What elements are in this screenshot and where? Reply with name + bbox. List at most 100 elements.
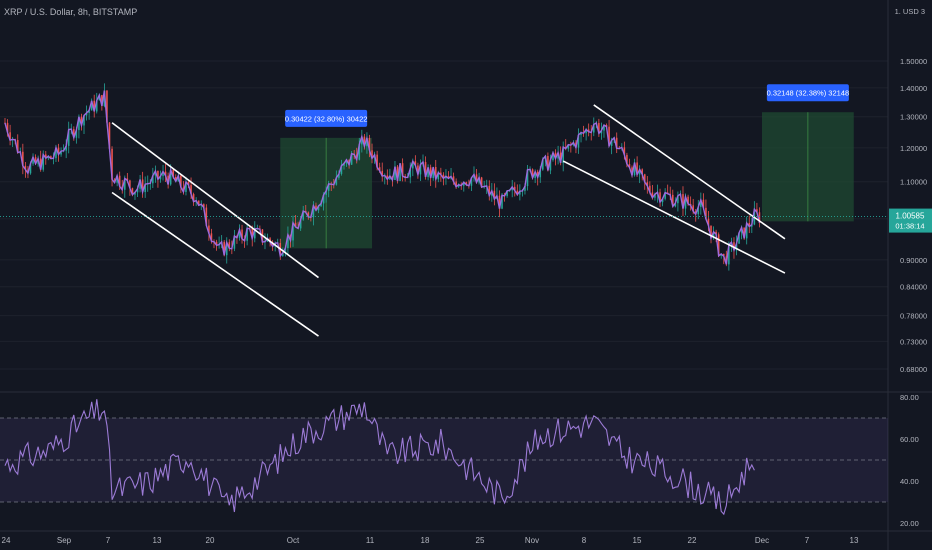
candle-body: [116, 175, 118, 183]
candle-body: [552, 152, 554, 161]
candle-body: [751, 224, 753, 227]
candle-body: [139, 179, 141, 189]
candle-body: [381, 170, 384, 177]
time-tick-label: 25: [476, 536, 485, 545]
candle-body: [338, 173, 340, 178]
candle-body: [661, 198, 664, 203]
candle-body: [636, 162, 638, 175]
candle-body: [432, 166, 434, 179]
candle-body: [756, 209, 758, 213]
rsi-tick-label: 40.00: [900, 477, 919, 486]
candle-body: [452, 176, 455, 182]
candle-body: [697, 206, 700, 215]
moving-average-line: [4, 90, 761, 265]
candle-body: [465, 182, 468, 185]
candle-body: [557, 152, 559, 159]
candle-body: [610, 140, 613, 146]
candle-body: [651, 192, 654, 198]
candle-body: [692, 205, 694, 212]
candle-body: [294, 222, 297, 227]
candle-body: [493, 190, 496, 200]
axes: 1. USD 3 1.50000 1.40000 1.30000 1.20000 1.10…: [2, 7, 932, 545]
trend-line[interactable]: [111, 122, 319, 279]
candle-body: [511, 186, 514, 191]
candle-body: [748, 222, 751, 227]
candle-body: [34, 157, 37, 164]
candle-body: [162, 171, 164, 177]
candle-body: [445, 176, 447, 179]
candle-body: [554, 152, 557, 159]
candle-body: [524, 186, 526, 191]
candle-body: [684, 196, 687, 209]
candle-body: [409, 168, 412, 178]
candle-body: [325, 190, 327, 195]
candle-body: [455, 181, 457, 187]
candle-body: [32, 157, 34, 164]
measure-label[interactable]: 0.30422 (32.80%) 30422: [285, 109, 368, 127]
candle-body: [253, 229, 256, 239]
time-tick-label: 24: [2, 536, 11, 545]
candle-body: [327, 183, 330, 191]
candle-body: [475, 174, 478, 183]
candle-body: [187, 181, 190, 186]
candle-body: [47, 156, 50, 159]
candle-body: [682, 194, 684, 209]
candle-body: [228, 242, 231, 249]
candle-body: [677, 195, 679, 204]
candle-body: [396, 166, 399, 181]
candle-body: [700, 199, 702, 207]
candle-body: [9, 132, 11, 141]
trend-line[interactable]: [111, 191, 319, 337]
time-tick-label: 11: [366, 536, 375, 545]
candle-body: [547, 156, 549, 171]
candle-body: [44, 154, 47, 159]
measure-label[interactable]: 0.32148 (32.38%) 32148: [767, 84, 850, 102]
candle-body: [559, 152, 562, 163]
candle-body: [414, 161, 417, 166]
time-tick-label: 22: [688, 536, 697, 545]
candle-body: [205, 207, 208, 226]
candle-body: [401, 163, 404, 177]
candle-body: [386, 175, 389, 180]
candle-body: [185, 181, 187, 192]
candle-body: [172, 169, 175, 178]
symbol-title[interactable]: XRP / U.S. Dollar, 8h, BITSTAMP: [4, 7, 138, 17]
time-tick-label: 13: [153, 536, 162, 545]
candle-body: [631, 167, 633, 176]
time-tick-label: Sep: [57, 536, 72, 545]
candle-body: [108, 122, 111, 149]
trend-line[interactable]: [562, 160, 786, 274]
candle-body: [238, 229, 241, 238]
candle-body: [674, 203, 677, 207]
candle-body: [42, 154, 45, 170]
candle-body: [626, 154, 628, 165]
candle-body: [715, 231, 717, 235]
candle-body: [580, 132, 582, 135]
price-tick-label: 0.84000: [900, 283, 927, 292]
candle-body: [111, 148, 113, 180]
candle-body: [638, 169, 641, 175]
time-tick-label: 15: [633, 536, 642, 545]
candle-body: [157, 170, 159, 180]
price-tick-label: 1.30000: [900, 113, 927, 122]
candle-body: [442, 174, 445, 179]
rsi-pane: [0, 399, 888, 516]
candle-body: [480, 177, 483, 187]
time-tick-label: Dec: [755, 536, 769, 545]
candle-body: [80, 116, 83, 126]
candle-body: [664, 192, 666, 199]
candle-body: [299, 219, 302, 229]
candle-body: [136, 188, 139, 193]
currency-marker[interactable]: 1. USD 3: [895, 7, 925, 16]
candle-body: [192, 194, 195, 202]
candle-body: [350, 153, 353, 165]
candle-body: [315, 205, 317, 211]
candle-body: [368, 138, 371, 151]
measure-label-text: 0.32148 (32.38%) 32148: [767, 89, 850, 98]
candle-body: [531, 169, 534, 178]
candle-body: [587, 129, 590, 132]
measure-label-text: 0.30422 (32.80%) 30422: [285, 114, 368, 123]
candle-body: [134, 192, 136, 195]
candle-body: [506, 190, 508, 196]
